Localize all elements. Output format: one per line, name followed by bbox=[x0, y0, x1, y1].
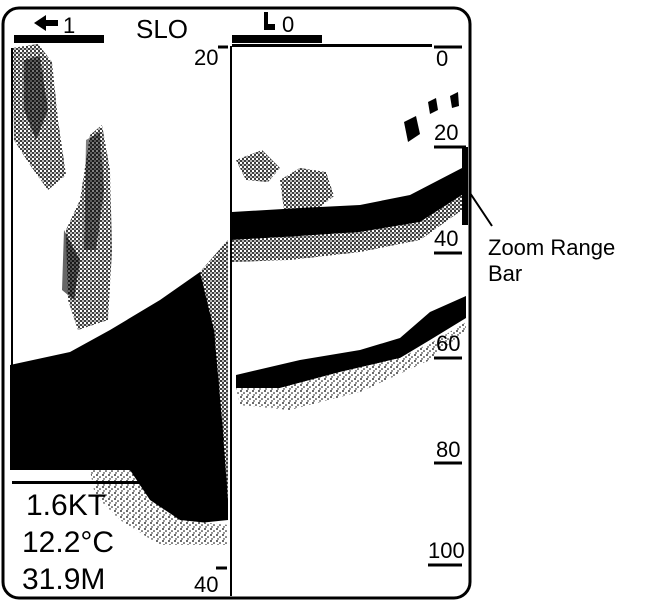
right-scale-tick-80: 80 bbox=[436, 437, 460, 462]
right-depth-scale: 0 20 40 60 80 100 bbox=[428, 45, 466, 567]
right-echo-panel bbox=[232, 92, 466, 410]
left-echo-panel bbox=[10, 44, 228, 545]
depth-readout: 31.9M bbox=[22, 563, 105, 596]
left-scale-top-label: 20 bbox=[194, 45, 218, 70]
right-panel-top-bar bbox=[232, 35, 322, 43]
right-scale-tick-60: 60 bbox=[436, 331, 460, 356]
callout-line-1: Zoom Range bbox=[488, 235, 615, 260]
callout-line-2: Bar bbox=[488, 261, 522, 286]
mode-label: SLO bbox=[136, 14, 188, 44]
left-scale-bottom-label: 40 bbox=[194, 572, 218, 597]
right-scale-tick-0: 0 bbox=[436, 46, 448, 71]
zoom-range-bar bbox=[462, 147, 468, 225]
speed-readout: 1.6KT bbox=[26, 489, 106, 522]
zoom-band-top-line bbox=[232, 44, 432, 47]
left-arrow-icon bbox=[34, 15, 58, 31]
left-panel-shift-indicator: 1 bbox=[14, 13, 104, 43]
marker-tick-icon bbox=[264, 12, 268, 30]
right-panel-shift-indicator: 0 bbox=[232, 12, 432, 47]
callout-leader-line bbox=[469, 192, 493, 227]
right-scale-tick-100: 100 bbox=[428, 538, 465, 563]
left-depth-scale: 20 40 bbox=[194, 45, 228, 597]
readout-separator bbox=[12, 481, 142, 484]
right-scale-tick-40: 40 bbox=[434, 226, 458, 251]
temperature-readout: 12.2°C bbox=[22, 526, 114, 559]
right-scale-tick-20: 20 bbox=[434, 120, 458, 145]
right-indicator-value: 0 bbox=[282, 12, 294, 37]
left-indicator-value: 1 bbox=[63, 13, 75, 38]
left-panel-top-bar bbox=[14, 35, 104, 43]
